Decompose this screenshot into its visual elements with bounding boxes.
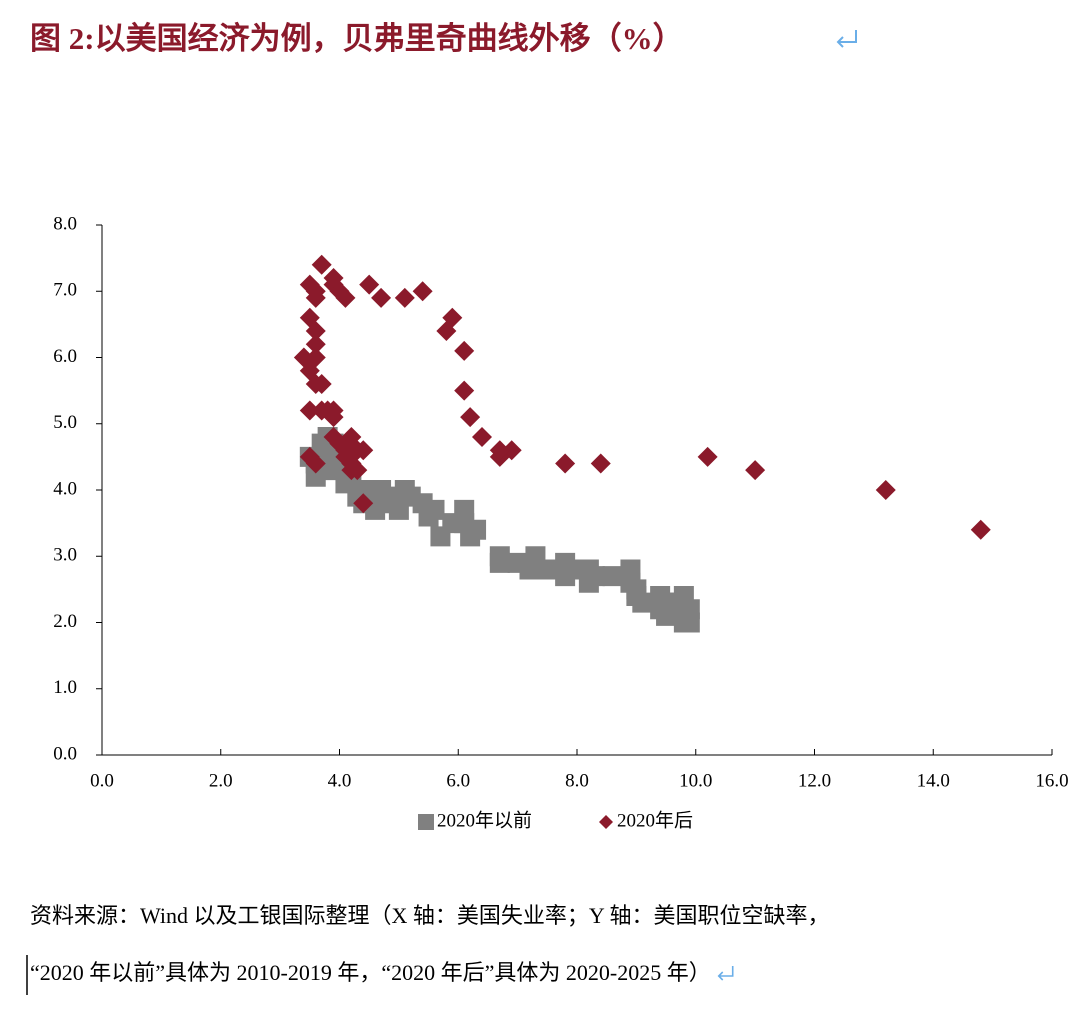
point xyxy=(555,566,576,587)
point xyxy=(323,268,344,288)
point xyxy=(353,493,374,514)
point xyxy=(305,466,326,487)
paragraph-mark xyxy=(836,30,857,48)
point xyxy=(454,340,475,361)
x-tick-label: 10.0 xyxy=(679,770,712,791)
point xyxy=(436,321,457,341)
legend-label: 2020年后 xyxy=(617,809,693,831)
point xyxy=(394,287,415,308)
y-tick-label: 0.0 xyxy=(53,743,77,764)
legend-swatch xyxy=(599,815,613,829)
point xyxy=(305,453,326,474)
point xyxy=(745,460,766,481)
legend-swatch xyxy=(418,814,434,830)
point xyxy=(489,440,510,461)
point xyxy=(507,552,528,573)
point xyxy=(371,480,392,500)
x-tick-label: 0.0 xyxy=(90,770,114,791)
point xyxy=(299,274,320,295)
point xyxy=(620,559,641,580)
point xyxy=(472,427,492,447)
point xyxy=(359,274,380,295)
point xyxy=(489,552,510,573)
point xyxy=(311,254,332,275)
note-line: “2020 年以前”具体为 2010-2019 年，“2020 年后”具体为 2… xyxy=(30,960,711,985)
point xyxy=(679,612,700,633)
point xyxy=(299,400,320,421)
x-tick-label: 6.0 xyxy=(446,770,470,791)
point xyxy=(335,440,356,461)
point xyxy=(697,446,718,467)
point xyxy=(454,380,475,401)
y-tick-label: 4.0 xyxy=(53,478,77,499)
x-tick-label: 16.0 xyxy=(1035,770,1068,791)
paragraph-mark xyxy=(717,966,734,981)
y-tick-label: 3.0 xyxy=(53,545,77,566)
point xyxy=(353,440,374,461)
y-tick-label: 5.0 xyxy=(53,412,77,433)
point xyxy=(602,566,623,587)
point xyxy=(875,480,896,500)
y-tick-label: 1.0 xyxy=(53,677,77,698)
point xyxy=(293,347,314,368)
point xyxy=(299,307,320,328)
point xyxy=(305,347,326,368)
x-tick-label: 2.0 xyxy=(209,770,233,791)
y-tick-label: 6.0 xyxy=(53,346,77,367)
point xyxy=(323,407,344,428)
y-tick-label: 8.0 xyxy=(53,213,77,234)
x-tick-label: 4.0 xyxy=(328,770,352,791)
point xyxy=(323,460,344,481)
x-tick-label: 14.0 xyxy=(917,770,950,791)
note-line: 资料来源：Wind 以及工银国际整理（X 轴：美国失业率；Y 轴：美国职位空缺率… xyxy=(30,903,829,928)
point xyxy=(656,592,677,613)
point xyxy=(555,453,576,474)
point xyxy=(371,287,392,308)
point xyxy=(970,519,991,540)
point xyxy=(412,281,433,302)
legend-label: 2020年以前 xyxy=(437,809,532,831)
x-tick-label: 12.0 xyxy=(798,770,831,791)
y-tick-label: 2.0 xyxy=(53,611,77,632)
point xyxy=(590,453,611,474)
point xyxy=(311,374,332,394)
point xyxy=(305,334,326,355)
point xyxy=(430,526,451,547)
point xyxy=(460,407,481,428)
y-tick-label: 7.0 xyxy=(53,280,77,301)
chart-title: 图 2:以美国经济为例，贝弗里奇曲线外移（%） xyxy=(30,21,684,56)
x-tick-label: 8.0 xyxy=(565,770,589,791)
